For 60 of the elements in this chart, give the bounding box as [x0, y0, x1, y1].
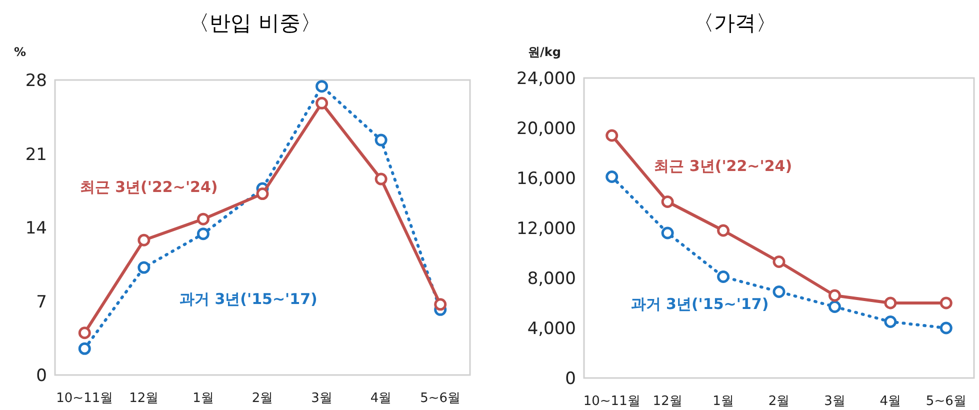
- chart-title: 〈반입 비중〉: [188, 11, 322, 35]
- point: [606, 170, 618, 183]
- point: [374, 172, 388, 186]
- point: [606, 129, 618, 142]
- point: [316, 80, 328, 93]
- x-tick-label: 1월: [192, 391, 214, 406]
- text: 과거 3년('15~'17): [180, 290, 318, 308]
- x-tick-label: 2월: [768, 394, 790, 409]
- x-tick-label: 4월: [370, 391, 392, 406]
- y-tick-label: 8,000: [527, 269, 576, 289]
- x-tick-label: 12월: [129, 391, 159, 406]
- point: [717, 270, 730, 283]
- point: [884, 296, 897, 310]
- point: [434, 298, 447, 311]
- y-tick-label: 4,000: [527, 319, 576, 339]
- x-tick-label: 2월: [252, 391, 274, 406]
- x-tick-label: 5~6월: [926, 394, 966, 409]
- point: [940, 322, 952, 334]
- x-tick-label: 12월: [652, 394, 682, 409]
- point: [196, 228, 210, 240]
- x-tick-label: 10~11월: [56, 391, 114, 406]
- point: [828, 289, 841, 302]
- y-tick-label: 21: [25, 144, 47, 165]
- series-label: 최근 3년('22~'24): [654, 157, 792, 175]
- y-tick-label: 14: [25, 218, 47, 238]
- point: [78, 342, 91, 355]
- point: [661, 226, 674, 240]
- series-label: 최근 3년('22~'24): [80, 178, 218, 196]
- point: [940, 296, 952, 310]
- y-tick-label: 16,000: [516, 169, 576, 189]
- point: [772, 256, 786, 268]
- point: [138, 234, 150, 246]
- point: [196, 212, 210, 226]
- point: [374, 134, 388, 146]
- x-tick-label: 5~6월: [420, 391, 461, 406]
- x-tick-label: 3월: [311, 391, 332, 406]
- point: [256, 188, 269, 200]
- point: [772, 286, 786, 298]
- y-axis-title: 원/kg: [528, 45, 561, 59]
- point: [661, 196, 674, 208]
- point: [316, 96, 328, 110]
- series-label: 과거 3년('15~'17): [630, 295, 769, 313]
- y-tick-label: 7: [36, 292, 47, 312]
- point: [138, 261, 150, 274]
- point: [717, 224, 730, 237]
- y-tick-label: 12,000: [516, 219, 576, 239]
- y-tick-label: 28: [25, 71, 47, 91]
- y-tick-label: 0: [36, 366, 47, 386]
- point: [828, 300, 841, 313]
- x-tick-label: 1월: [712, 394, 734, 409]
- point: [884, 316, 897, 328]
- y-tick-label: 24,000: [516, 69, 576, 89]
- chart-title: 〈가격〉: [693, 11, 777, 35]
- x-tick-label: 10~11월: [583, 394, 640, 409]
- x-tick-label: 4월: [880, 394, 902, 409]
- x-tick-label: 3월: [824, 394, 846, 409]
- y-tick-label: 20,000: [516, 119, 576, 139]
- y-tick-label: 0: [565, 369, 576, 389]
- y-axis-title: %: [14, 45, 26, 59]
- point: [78, 326, 91, 340]
